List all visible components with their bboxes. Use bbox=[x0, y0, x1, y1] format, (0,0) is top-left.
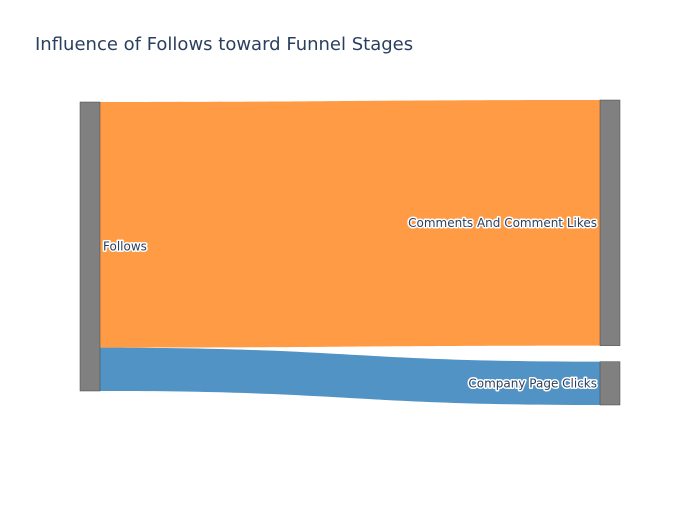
chart-title: Influence of Follows toward Funnel Stage… bbox=[35, 34, 413, 55]
sankey-node-company-page-clicks[interactable] bbox=[599, 361, 621, 406]
sankey-node-label-comments-and-comment-likes: Comments And Comment Likes bbox=[408, 216, 597, 230]
sankey-links bbox=[100, 100, 600, 405]
sankey-link-comments-and-comment-likes[interactable] bbox=[100, 100, 600, 348]
sankey-link-company-page-clicks[interactable] bbox=[100, 347, 600, 405]
sankey-labels: Follows Comments And Comment Likes Company… bbox=[102, 214, 599, 392]
sankey-node-label-company-page-clicks: Company Page Clicks bbox=[468, 376, 597, 390]
sankey-node-comments-and-comment-likes[interactable] bbox=[599, 99, 621, 346]
sankey-node-follows[interactable] bbox=[79, 101, 101, 392]
sankey-nodes bbox=[79, 99, 621, 406]
sankey-node-label-follows: Follows bbox=[103, 240, 147, 254]
